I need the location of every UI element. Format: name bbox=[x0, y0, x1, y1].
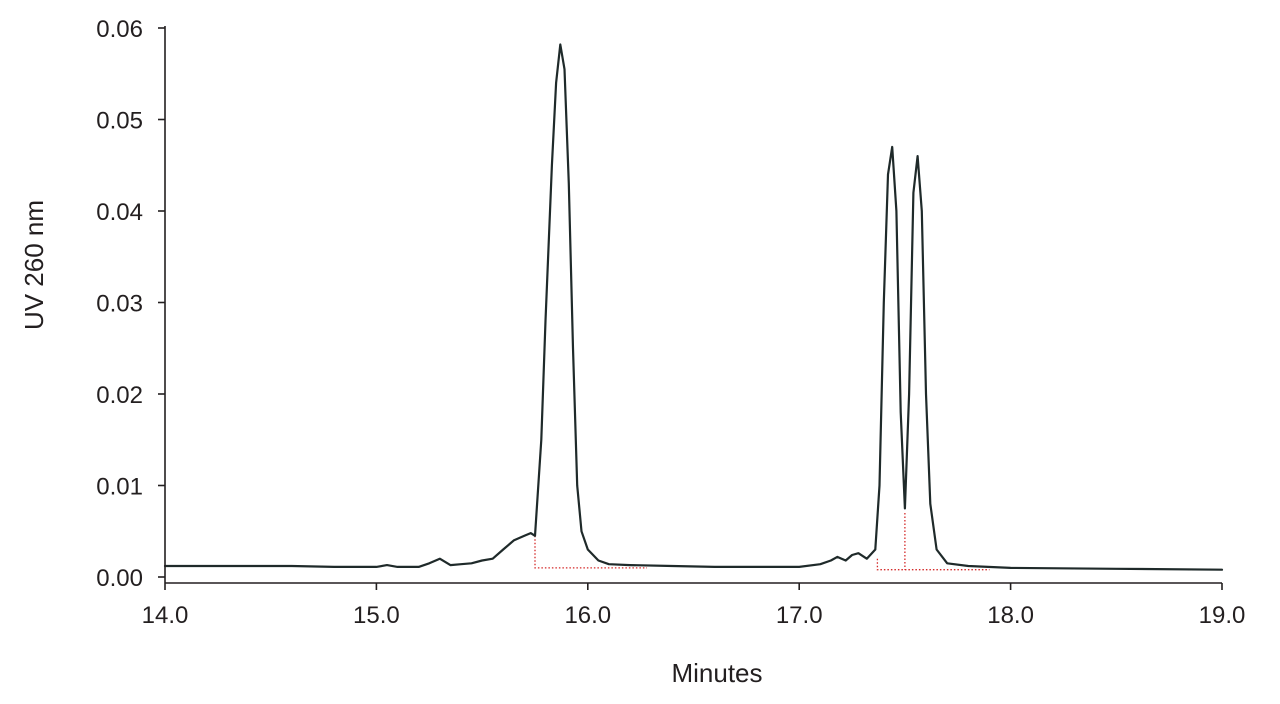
y-tick-label: 0.05 bbox=[96, 108, 143, 135]
y-tick-label: 0.03 bbox=[96, 291, 143, 318]
trace-layer bbox=[163, 43, 1224, 571]
x-axis-title: Minutes bbox=[671, 658, 762, 688]
y-tick-label: 0.01 bbox=[96, 474, 143, 501]
chromatogram-trace bbox=[163, 43, 1224, 571]
x-tick-label: 18.0 bbox=[987, 602, 1034, 629]
x-tick-label: 16.0 bbox=[564, 602, 611, 629]
y-tick-label: 0.04 bbox=[96, 199, 143, 226]
y-tick-label: 0.06 bbox=[96, 16, 143, 43]
axes bbox=[164, 26, 1222, 584]
tick-marks bbox=[158, 27, 1223, 590]
x-tick-label: 14.0 bbox=[142, 602, 189, 629]
integration-line bbox=[876, 558, 990, 571]
x-tick-label: 15.0 bbox=[353, 602, 400, 629]
x-tick-label: 19.0 bbox=[1199, 602, 1246, 629]
integration-line bbox=[534, 535, 647, 569]
integration-baselines bbox=[534, 513, 990, 571]
x-tick-label: 17.0 bbox=[776, 602, 823, 629]
y-tick-label: 0.02 bbox=[96, 382, 143, 409]
y-tick-label: 0.00 bbox=[96, 565, 143, 592]
y-axis-title: UV 260 nm bbox=[19, 200, 49, 330]
